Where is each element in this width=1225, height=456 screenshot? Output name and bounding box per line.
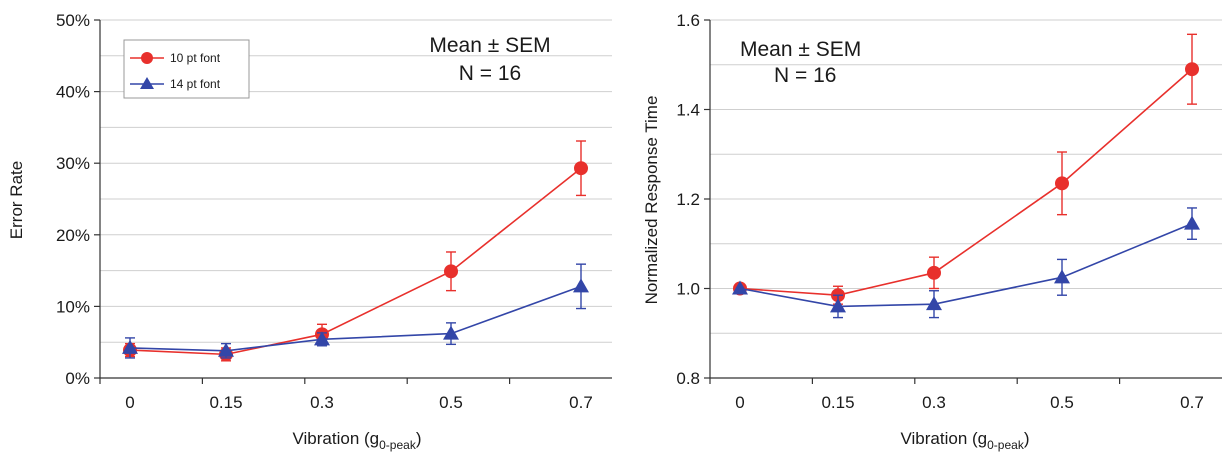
legend-marker	[141, 52, 153, 64]
data-point	[927, 265, 941, 280]
y-tick-label: 50%	[56, 11, 90, 30]
series-14pt	[122, 263, 589, 359]
data-point	[830, 298, 846, 313]
y-axis-label: Error Rate	[7, 161, 26, 239]
annotation-line-1: Mean ± SEM	[429, 34, 550, 57]
y-tick-label: 1.6	[676, 11, 700, 30]
series-line	[129, 167, 582, 356]
data-point	[444, 264, 458, 279]
series-10pt	[123, 140, 588, 362]
x-tick-label: 0	[125, 393, 134, 412]
chart-panel-2: 0.8 1.0 1.2 1.4 1.6 0 0.15 0.3 0.5 0.7 Normalized …	[642, 11, 1222, 452]
y-tick-label: 40%	[56, 83, 90, 102]
x-axis-label-subscript: 0-peak	[379, 438, 417, 452]
x-axis-label-end: )	[1024, 429, 1030, 448]
y-tick-label: 0%	[65, 369, 90, 388]
x-tick-label: 0.15	[821, 393, 854, 412]
legend-label: 14 pt font	[170, 77, 221, 91]
data-point	[1054, 269, 1070, 284]
annotation-line-1: Mean ± SEM	[740, 38, 861, 61]
series-10pt	[733, 33, 1199, 305]
chart-panel-1: 0% 10% 20% 30% 40% 50% 0 0.15 0.3 0.5 0.7 Error Rat…	[7, 11, 612, 452]
x-tick-label: 0.5	[439, 393, 463, 412]
data-point	[732, 280, 748, 295]
legend-marker	[140, 77, 154, 89]
y-tick-label: 30%	[56, 154, 90, 173]
x-tick-label: 0.3	[922, 393, 946, 412]
x-axis-label: Vibration (g0-peak)	[900, 429, 1029, 452]
data-point	[1055, 176, 1069, 191]
x-tick-label: 0.7	[1180, 393, 1204, 412]
x-axis-label-main: Vibration (g	[900, 429, 987, 448]
data-point	[1185, 62, 1199, 77]
x-tick-label: 0.5	[1050, 393, 1074, 412]
x-tick-label: 0	[735, 393, 744, 412]
gridlines	[100, 19, 612, 343]
series-14pt	[732, 207, 1200, 319]
x-axis-label-main: Vibration (g	[292, 429, 379, 448]
x-axis-label-subscript: 0-peak	[987, 438, 1025, 452]
data-point	[574, 161, 588, 176]
x-tick-label: 0.3	[310, 393, 334, 412]
x-axis-label: Vibration (g0-peak)	[292, 429, 421, 452]
annotation-line-2: N = 16	[774, 64, 836, 87]
gridlines	[710, 19, 1222, 334]
y-tick-label: 1.2	[676, 190, 700, 209]
annotation-line-2: N = 16	[459, 62, 521, 85]
legend-label: 10 pt font	[170, 51, 221, 65]
data-point	[218, 342, 234, 357]
legend: 10 pt font 14 pt font	[123, 39, 250, 99]
data-point	[573, 278, 589, 293]
data-point	[926, 296, 942, 311]
data-point	[314, 331, 330, 346]
data-point	[443, 325, 459, 340]
y-tick-label: 10%	[56, 297, 90, 316]
data-point	[1184, 215, 1200, 230]
y-tick-label: 20%	[56, 226, 90, 245]
y-tick-label: 0.8	[676, 369, 700, 388]
data-point	[122, 339, 138, 354]
series-line	[739, 222, 1193, 308]
x-axis-label-end: )	[416, 429, 422, 448]
x-tick-label: 0.15	[209, 393, 242, 412]
y-tick-label: 1.0	[676, 280, 700, 299]
x-tick-label: 0.7	[569, 393, 593, 412]
y-tick-label: 1.4	[676, 101, 700, 120]
y-axis-label: Normalized Response Time	[642, 96, 661, 305]
series-line	[739, 68, 1193, 297]
